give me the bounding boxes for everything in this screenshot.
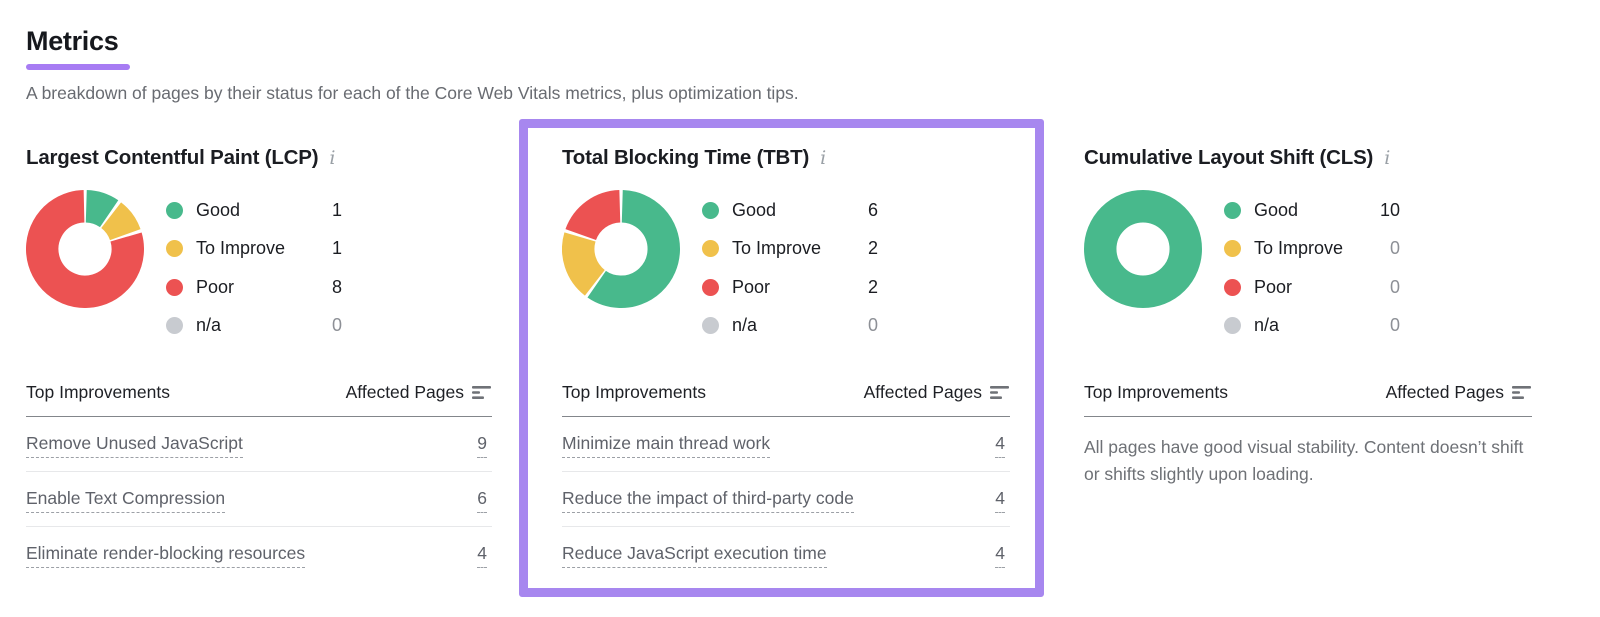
info-icon[interactable]: i: [329, 147, 336, 170]
column-header-top-improvements: Top Improvements: [1084, 382, 1228, 403]
legend-item-good: Good 1: [166, 200, 342, 221]
legend-label: n/a: [1254, 315, 1280, 336]
legend-label: To Improve: [1254, 238, 1344, 259]
affected-pages-count[interactable]: 6: [477, 488, 487, 514]
table-row: Minimize main thread work 4: [562, 417, 1010, 473]
legend-item-na: n/a 0: [702, 315, 878, 336]
table-row: Eliminate render-blocking resources 4: [26, 527, 492, 581]
legend-value: 6: [867, 200, 878, 221]
legend-item-na: n/a 0: [166, 315, 342, 336]
donut-chart-tbt: [562, 190, 680, 309]
metric-cards-row: Largest Contentful Paint (LCP) i Good 1 …: [26, 119, 1560, 598]
card-title-tbt: Total Blocking Time (TBT): [562, 146, 810, 170]
legend-label: Poor: [732, 276, 771, 297]
improvement-link[interactable]: Remove Unused JavaScript: [26, 433, 243, 459]
legend-label: Good: [196, 200, 241, 221]
donut-chart-lcp: [26, 190, 144, 309]
table-row: Reduce JavaScript execution time 4: [562, 527, 1010, 581]
legend-value: 10: [1379, 200, 1400, 221]
legend-item-na: n/a 0: [1224, 315, 1400, 336]
improvements-table-lcp: Top Improvements Affected Pages Remove U…: [26, 382, 492, 581]
cls-status-message: All pages have good visual stability. Co…: [1084, 437, 1524, 485]
na-dot-icon: [702, 317, 719, 335]
table-row: Remove Unused JavaScript 9: [26, 417, 492, 473]
column-header-top-improvements: Top Improvements: [562, 382, 706, 403]
column-header-top-improvements: Top Improvements: [26, 382, 170, 403]
legend-value: 0: [867, 315, 878, 336]
to-improve-dot-icon: [702, 240, 719, 258]
improvement-link[interactable]: Enable Text Compression: [26, 488, 226, 514]
to-improve-dot-icon: [1224, 240, 1241, 258]
good-dot-icon: [702, 202, 719, 220]
good-dot-icon: [166, 202, 183, 220]
legend-label: n/a: [732, 315, 758, 336]
column-header-affected-pages[interactable]: Affected Pages: [864, 382, 1010, 403]
legend-item-poor: Poor 8: [166, 277, 342, 298]
legend-item-good: Good 6: [702, 200, 878, 221]
affected-pages-count[interactable]: 4: [995, 488, 1005, 514]
affected-pages-count[interactable]: 4: [995, 543, 1005, 569]
improvement-link[interactable]: Reduce JavaScript execution time: [562, 543, 827, 569]
legend-value: 1: [331, 238, 342, 259]
sort-icon[interactable]: [472, 384, 492, 401]
poor-dot-icon: [166, 278, 183, 296]
legend-item-poor: Poor 2: [702, 277, 878, 298]
legend-item-to-improve: To Improve 2: [702, 238, 878, 259]
legend-item-good: Good 10: [1224, 200, 1400, 221]
card-lcp: Largest Contentful Paint (LCP) i Good 1 …: [26, 146, 492, 581]
card-title-cls: Cumulative Layout Shift (CLS): [1084, 146, 1374, 170]
card-cls: Cumulative Layout Shift (CLS) i Good 10 …: [1084, 146, 1532, 488]
na-dot-icon: [1224, 317, 1241, 335]
legend-value: 2: [867, 238, 878, 259]
affected-pages-count[interactable]: 4: [995, 433, 1005, 459]
table-row: Enable Text Compression 6: [26, 472, 492, 528]
legend-label: Good: [732, 200, 777, 221]
improvements-table-tbt: Top Improvements Affected Pages Minimize…: [562, 382, 1010, 581]
legend-label: Good: [1254, 200, 1299, 221]
sort-icon[interactable]: [990, 384, 1010, 401]
legend-value: 8: [331, 276, 342, 297]
legend-label: n/a: [196, 315, 222, 336]
legend-tbt: Good 6 To Improve 2 Poor 2: [702, 194, 878, 342]
to-improve-dot-icon: [166, 240, 183, 258]
legend-label: Poor: [1254, 276, 1293, 297]
improvement-link[interactable]: Eliminate render-blocking resources: [26, 543, 306, 569]
card-title-lcp: Largest Contentful Paint (LCP): [26, 146, 319, 170]
legend-lcp: Good 1 To Improve 1 Poor 8: [166, 194, 342, 342]
na-dot-icon: [166, 317, 183, 335]
card-tbt: Total Blocking Time (TBT) i Good 6 To Im…: [519, 119, 1044, 598]
info-icon[interactable]: i: [1384, 147, 1391, 170]
page-title: Metrics: [26, 26, 119, 56]
sort-icon[interactable]: [1512, 384, 1532, 401]
column-header-affected-pages[interactable]: Affected Pages: [1386, 382, 1532, 403]
legend-value: 0: [1389, 315, 1400, 336]
page-subtitle: A breakdown of pages by their status for…: [26, 83, 799, 104]
legend-item-to-improve: To Improve 1: [166, 238, 342, 259]
improvement-link[interactable]: Minimize main thread work: [562, 433, 771, 459]
legend-value: 0: [1389, 238, 1400, 259]
legend-item-to-improve: To Improve 0: [1224, 238, 1400, 259]
legend-value: 0: [331, 315, 342, 336]
legend-label: Poor: [196, 276, 235, 297]
good-dot-icon: [1224, 202, 1241, 220]
legend-cls: Good 10 To Improve 0 Poor 0: [1224, 194, 1400, 342]
affected-pages-count[interactable]: 4: [477, 543, 487, 569]
column-header-affected-pages[interactable]: Affected Pages: [346, 382, 492, 403]
improvement-link[interactable]: Reduce the impact of third-party code: [562, 488, 854, 514]
info-icon[interactable]: i: [820, 147, 827, 170]
poor-dot-icon: [702, 278, 719, 296]
metrics-section: Metrics A breakdown of pages by their st…: [26, 26, 1560, 598]
legend-value: 1: [331, 200, 342, 221]
donut-chart-cls: [1084, 190, 1202, 309]
poor-dot-icon: [1224, 278, 1241, 296]
title-accent-underline: [26, 64, 130, 71]
affected-pages-count[interactable]: 9: [477, 433, 487, 459]
legend-label: To Improve: [732, 238, 822, 259]
legend-label: To Improve: [196, 238, 286, 259]
table-row: Reduce the impact of third-party code 4: [562, 472, 1010, 528]
legend-value: 0: [1389, 276, 1400, 297]
improvements-table-cls: Top Improvements Affected Pages All page…: [1084, 382, 1532, 488]
legend-item-poor: Poor 0: [1224, 277, 1400, 298]
legend-value: 2: [867, 276, 878, 297]
